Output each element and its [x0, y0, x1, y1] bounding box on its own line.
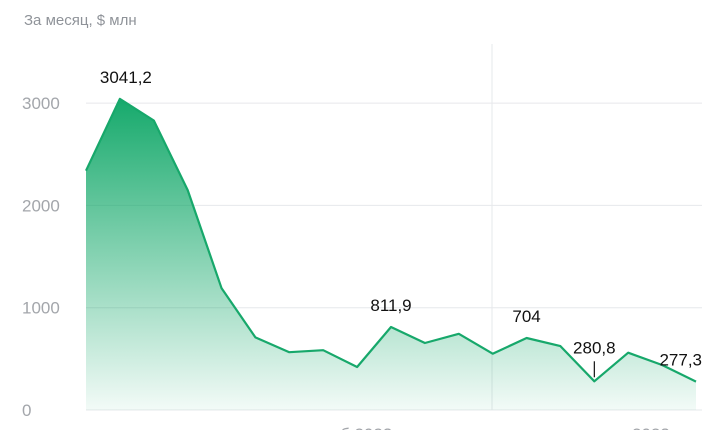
x-axis-ticks: б 2023 2023 — [340, 425, 670, 430]
data-label: 3041,2 — [100, 68, 152, 87]
y-tick-label: 3000 — [22, 94, 60, 113]
data-labels: 3041,2 811,9 704 280,8 277,3 — [100, 68, 702, 378]
x-tick-label: б 2023 — [340, 425, 392, 430]
data-label: 811,9 — [370, 296, 411, 315]
area-fill — [86, 98, 696, 411]
y-tick-label: 2000 — [22, 196, 60, 215]
y-tick-label: 0 — [22, 401, 31, 420]
data-label: 277,3 — [659, 351, 702, 370]
data-label: 280,8 — [573, 338, 616, 357]
y-axis-ticks: 0 1000 2000 3000 — [22, 94, 60, 420]
data-label: 704 — [512, 307, 540, 326]
chart-subtitle: За месяц, $ млн — [24, 12, 137, 29]
x-tick-label: 2023 — [632, 425, 670, 430]
series-line — [85, 97, 697, 383]
y-tick-label: 1000 — [22, 299, 60, 318]
